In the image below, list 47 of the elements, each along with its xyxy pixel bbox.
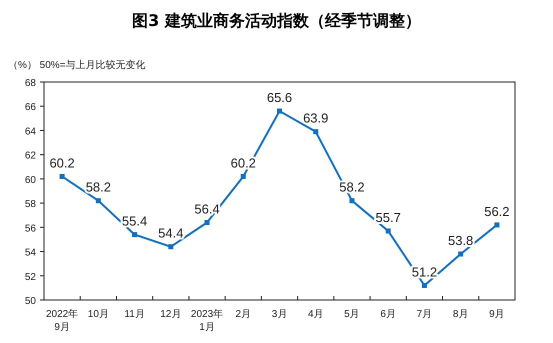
y-tick-label: 58 [24,199,36,210]
point [240,174,246,179]
point [132,232,138,238]
point [458,251,464,256]
y-tick-label: 64 [24,126,36,138]
x-tick-label: 11月 [124,309,145,320]
data-label: 60.2 [49,155,75,170]
data-label: 55.4 [122,214,148,229]
point [60,174,65,179]
x-tick-label: 2022年 9月 [46,308,78,333]
point [494,222,500,228]
point [96,198,101,204]
point [168,244,174,250]
point [349,198,354,204]
x-tick-label: 2023年 1月 [190,308,224,333]
x-tick-label: 5月 [344,309,360,320]
x-tick-label: 7月 [416,309,432,320]
point [386,228,391,234]
x-tick-label: 10月 [88,309,109,320]
x-tick-label: 12月 [160,309,182,320]
y-tick-label: 54 [24,248,36,259]
chart-title: 图3 建筑业商务活动指数（经季节调整） [132,11,421,30]
y-tick-label: 56 [24,223,36,234]
x-tick-label: 6月 [380,309,396,320]
y-tick-label: 60 [24,174,36,186]
y-tick-label: 66 [24,102,36,114]
x-tick-label: 3月 [272,309,288,320]
point [422,282,427,288]
data-label: 55.7 [376,210,401,225]
point [313,129,318,134]
y-tick-label: 52 [24,272,36,283]
data-label: 53.8 [448,232,474,248]
text: （%） 50%=与上月比较无变化 [8,59,146,71]
data-label: 54.4 [158,226,184,241]
x-tick-label: 8月 [452,309,468,320]
data-label: 63.9 [303,110,328,126]
point [204,220,210,225]
x-tick-label: 4月 [308,309,324,320]
data-label: 65.6 [266,90,292,106]
y-tick-label: 68 [24,78,36,89]
data-label: 56.2 [484,204,510,219]
y-tick-label: 50 [24,296,36,307]
data-label: 58.2 [86,180,111,195]
x-tick-label: 2月 [235,309,252,320]
y-tick-label: 62 [24,150,36,162]
point [277,108,282,114]
x-tick-label: 9月 [489,309,505,320]
